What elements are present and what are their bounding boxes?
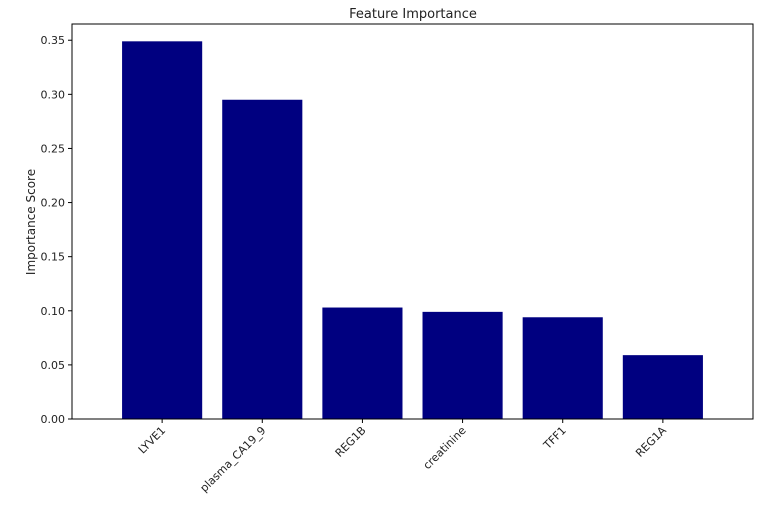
- y-tick-label: 0.00: [41, 413, 66, 426]
- y-tick-label: 0.25: [41, 142, 66, 155]
- y-axis-title: Importance Score: [24, 169, 38, 275]
- y-tick-label: 0.15: [41, 251, 66, 264]
- bar-REG1B: [322, 307, 403, 419]
- y-tick-label: 0.30: [41, 88, 66, 101]
- bar-TFF1: [522, 317, 603, 419]
- y-tick-label: 0.05: [41, 359, 66, 372]
- chart-title: Feature Importance: [349, 7, 477, 22]
- bar-REG1A: [622, 355, 703, 419]
- bar-plasma_CA19_9: [222, 99, 303, 419]
- bar-LYVE1: [122, 41, 203, 419]
- y-tick-label: 0.20: [41, 197, 66, 210]
- y-axis-ticks: 0.00 0.05 0.10 0.15 0.20 0.25 0.30 0.35: [41, 34, 72, 426]
- y-tick-label: 0.10: [41, 305, 66, 318]
- y-tick-label: 0.35: [41, 34, 66, 47]
- bars: [122, 41, 703, 419]
- bar-creatinine: [422, 311, 503, 419]
- plot-frame: [71, 23, 754, 420]
